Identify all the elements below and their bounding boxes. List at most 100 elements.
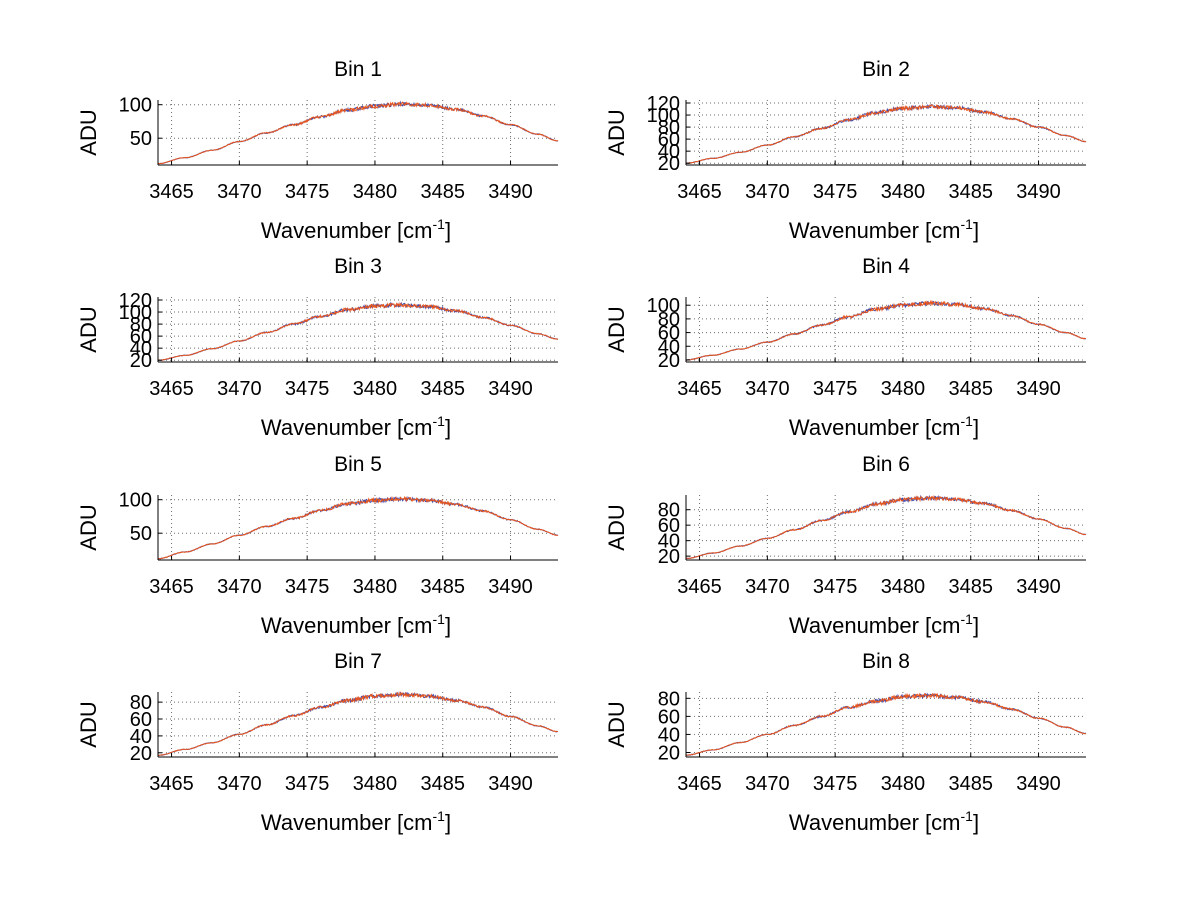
y-tick-label: 80 [130, 692, 152, 714]
x-tick-label: 3480 [353, 378, 398, 400]
x-tick-label: 3485 [420, 773, 465, 795]
x-tick-label: 3490 [1016, 576, 1061, 598]
y-tick-label: 100 [647, 105, 680, 127]
y-tick-label: 100 [647, 295, 680, 317]
x-tick-label: 3490 [1016, 773, 1061, 795]
x-axis-label: Wavenumber [cm-1] [789, 413, 979, 440]
x-tick-label: 3465 [149, 378, 194, 400]
data-series-line [685, 103, 1087, 165]
x-tick-label: 3475 [813, 378, 858, 400]
x-tick-label: 3470 [217, 181, 262, 203]
x-tick-label: 3465 [149, 181, 194, 203]
y-axis-label: ADU [604, 701, 629, 747]
y-tick-label: 60 [130, 709, 152, 731]
y-tick-label: 20 [658, 350, 680, 372]
y-tick-label: 40 [658, 141, 680, 163]
y-tick-label: 60 [658, 323, 680, 345]
y-tick-label: 80 [658, 309, 680, 331]
y-tick-label: 40 [658, 724, 680, 746]
y-tick-label: 40 [130, 338, 152, 360]
x-tick-label: 3480 [881, 378, 926, 400]
x-tick-label: 3475 [813, 773, 858, 795]
x-tick-label: 3470 [217, 773, 262, 795]
x-tick-label: 3475 [813, 181, 858, 203]
x-tick-label: 3485 [948, 576, 993, 598]
x-tick-label: 3475 [285, 378, 330, 400]
x-tick-label: 3490 [488, 773, 533, 795]
subplot-title: Bin 2 [862, 58, 910, 81]
data-series-line [157, 301, 559, 361]
x-tick-label: 3465 [149, 773, 194, 795]
subplot-title: Bin 7 [334, 650, 382, 673]
x-tick-label: 3480 [353, 773, 398, 795]
x-tick-label: 3475 [813, 576, 858, 598]
x-axis-label: Wavenumber [cm-1] [261, 808, 451, 835]
subplot-bin-2: Bin 2 3465 3470 3475 3480 3485 3490 20406080100… [604, 58, 1087, 243]
y-tick-label: 120 [647, 93, 680, 115]
data-series-line [685, 494, 1087, 560]
y-axis-label: ADU [604, 109, 629, 155]
data-series-line [685, 692, 1087, 756]
x-axis-label: Wavenumber [cm-1] [789, 611, 979, 638]
x-tick-label: 3470 [217, 378, 262, 400]
x-tick-label: 3470 [745, 378, 790, 400]
x-tick-label: 3480 [881, 576, 926, 598]
x-tick-label: 3465 [149, 576, 194, 598]
x-tick-label: 3475 [285, 773, 330, 795]
subplot-bin-4: Bin 4 3465 3470 3475 3480 3485 3490 20406080100… [604, 255, 1087, 440]
y-tick-label: 50 [130, 523, 152, 545]
y-axis-label: ADU [76, 306, 101, 352]
x-tick-label: 3480 [353, 181, 398, 203]
x-tick-label: 3490 [488, 378, 533, 400]
x-tick-label: 3485 [948, 378, 993, 400]
x-axis-label: Wavenumber [cm-1] [789, 216, 979, 243]
y-tick-label: 100 [119, 490, 152, 512]
y-tick-label: 100 [119, 95, 152, 117]
data-series-line [685, 692, 1087, 756]
y-tick-label: 40 [658, 336, 680, 358]
y-tick-label: 60 [658, 515, 680, 537]
x-tick-label: 3470 [745, 576, 790, 598]
x-tick-label: 3490 [488, 576, 533, 598]
subplot-title: Bin 8 [862, 650, 910, 673]
y-tick-label: 80 [658, 688, 680, 710]
y-tick-label: 80 [658, 500, 680, 522]
x-tick-label: 3465 [677, 378, 722, 400]
y-tick-label: 20 [658, 153, 680, 175]
y-tick-label: 40 [658, 531, 680, 553]
data-series-line [157, 690, 559, 757]
subplot-title: Bin 6 [862, 453, 910, 476]
x-tick-label: 3475 [285, 576, 330, 598]
x-axis-label: Wavenumber [cm-1] [261, 611, 451, 638]
x-axis-label: Wavenumber [cm-1] [789, 808, 979, 835]
subplot-bin-3: Bin 3 3465 3470 3475 3480 3485 3490 20406080100… [76, 255, 559, 440]
x-tick-label: 3465 [677, 576, 722, 598]
data-series-line [157, 101, 559, 165]
y-tick-label: 50 [130, 128, 152, 150]
y-tick-label: 80 [130, 314, 152, 336]
y-tick-label: 120 [119, 290, 152, 312]
y-axis-label: ADU [76, 701, 101, 747]
data-series-line [157, 495, 559, 560]
x-tick-label: 3480 [881, 773, 926, 795]
data-series-line [686, 299, 1086, 361]
x-axis-label: Wavenumber [cm-1] [261, 413, 451, 440]
x-axis-label: Wavenumber [cm-1] [261, 216, 451, 243]
y-tick-label: 60 [658, 706, 680, 728]
y-axis-label: ADU [604, 504, 629, 550]
x-tick-label: 3470 [745, 181, 790, 203]
data-series-line [685, 300, 1087, 361]
y-tick-label: 100 [119, 302, 152, 324]
y-tick-label: 80 [658, 117, 680, 139]
x-tick-label: 3470 [745, 773, 790, 795]
x-tick-label: 3490 [488, 181, 533, 203]
data-series-line [157, 100, 559, 165]
y-tick-label: 20 [658, 742, 680, 764]
y-tick-label: 20 [658, 546, 680, 568]
x-tick-label: 3480 [353, 576, 398, 598]
y-axis-label: ADU [76, 504, 101, 550]
